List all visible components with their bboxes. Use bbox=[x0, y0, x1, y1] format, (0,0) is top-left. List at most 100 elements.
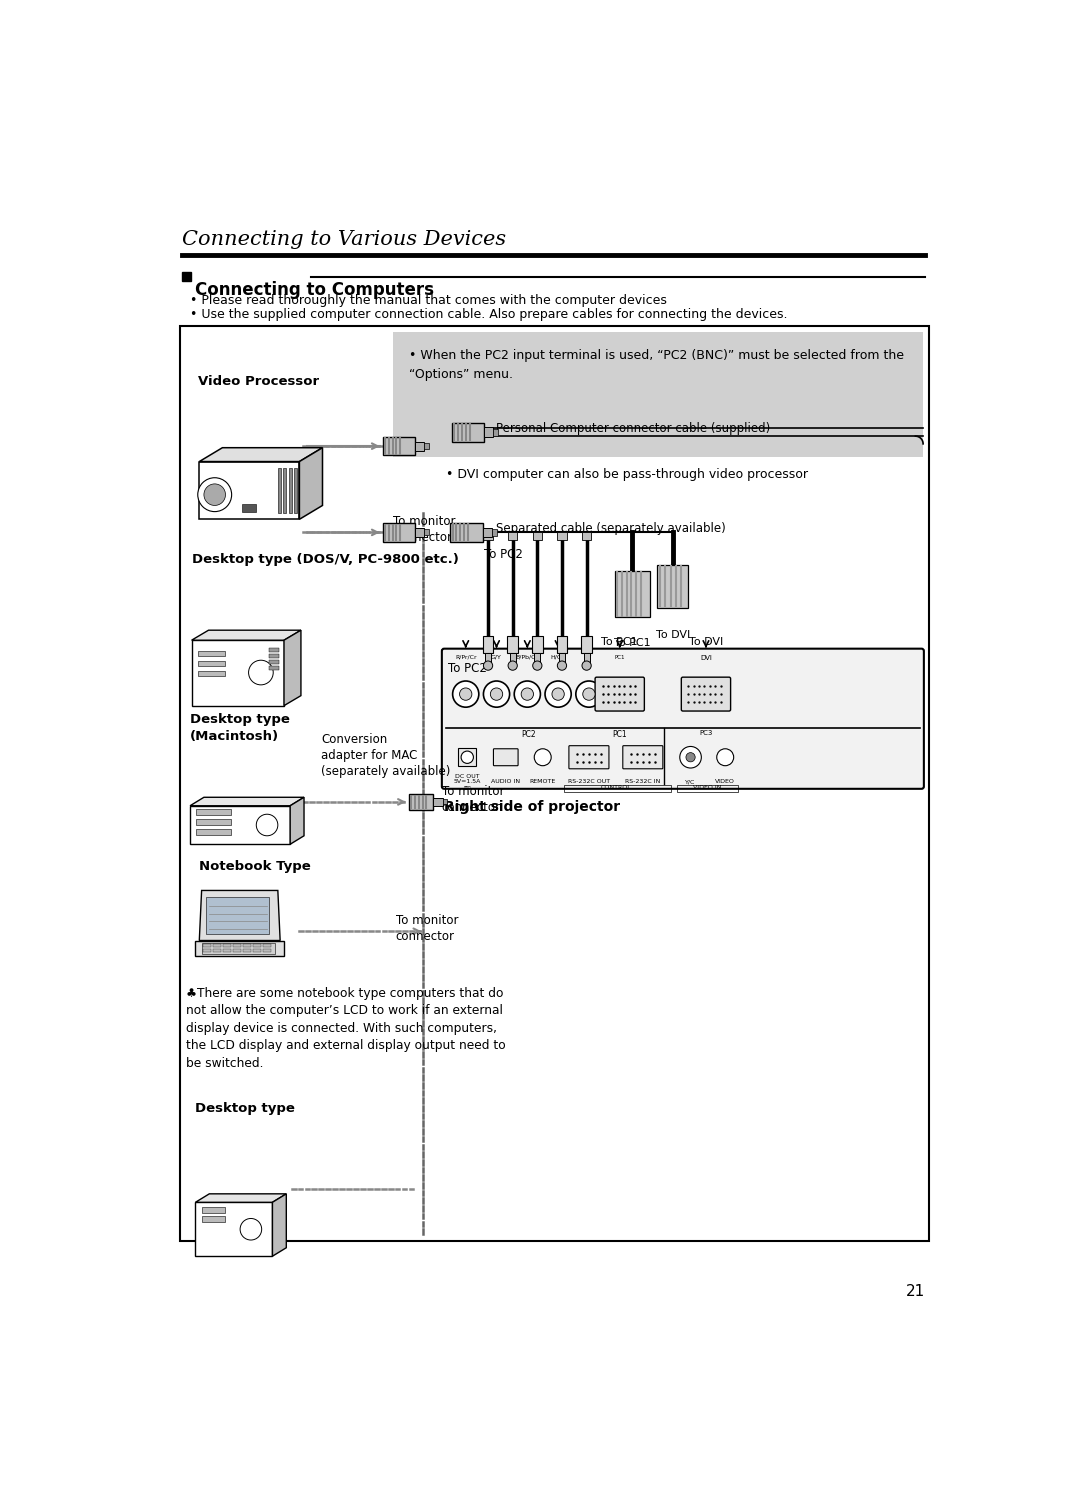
Circle shape bbox=[256, 814, 278, 836]
Circle shape bbox=[582, 661, 591, 670]
Text: DVI: DVI bbox=[700, 655, 712, 661]
Circle shape bbox=[198, 478, 231, 512]
Text: Video Processor: Video Processor bbox=[198, 374, 319, 388]
Text: To PC1: To PC1 bbox=[602, 637, 638, 647]
Bar bbox=[583, 652, 590, 664]
Text: Desktop type: Desktop type bbox=[195, 1102, 295, 1115]
Bar bbox=[532, 637, 543, 653]
Bar bbox=[508, 637, 518, 653]
Bar bbox=[224, 949, 231, 952]
Polygon shape bbox=[190, 797, 305, 806]
Bar bbox=[415, 527, 424, 538]
FancyBboxPatch shape bbox=[623, 745, 663, 769]
Circle shape bbox=[583, 688, 595, 701]
FancyBboxPatch shape bbox=[494, 748, 518, 766]
Text: RS-232C OUT: RS-232C OUT bbox=[568, 780, 610, 784]
Circle shape bbox=[514, 682, 540, 707]
Bar bbox=[198, 650, 225, 656]
Circle shape bbox=[679, 747, 701, 768]
Bar bbox=[510, 652, 516, 664]
Bar bbox=[288, 468, 292, 514]
Text: Connecting to Various Devices: Connecting to Various Devices bbox=[183, 230, 507, 249]
Bar bbox=[415, 441, 424, 451]
Bar bbox=[264, 949, 271, 952]
Bar bbox=[393, 333, 923, 457]
Bar bbox=[581, 637, 592, 653]
Text: Separated cable (separately available): Separated cable (separately available) bbox=[496, 523, 726, 536]
Text: B/Pb/Cs: B/Pb/Cs bbox=[515, 655, 539, 659]
Bar bbox=[200, 462, 299, 520]
Text: Connecting to Computers: Connecting to Computers bbox=[195, 281, 434, 298]
Text: To PC2: To PC2 bbox=[484, 548, 523, 561]
Bar bbox=[450, 523, 483, 542]
Bar bbox=[183, 272, 191, 281]
Text: VIDEO IN: VIDEO IN bbox=[693, 786, 721, 790]
Bar bbox=[658, 564, 688, 607]
Bar bbox=[197, 809, 231, 815]
Bar bbox=[564, 786, 672, 792]
Circle shape bbox=[545, 682, 571, 707]
Text: AUDIO IN: AUDIO IN bbox=[491, 780, 521, 784]
Text: Personal Computer connector cable (supplied): Personal Computer connector cable (suppl… bbox=[496, 422, 770, 435]
Text: Desktop type
(Macintosh): Desktop type (Macintosh) bbox=[190, 713, 289, 744]
Polygon shape bbox=[272, 1194, 286, 1256]
Bar bbox=[557, 533, 567, 541]
Circle shape bbox=[686, 753, 696, 762]
Text: R/Pr/Cr: R/Pr/Cr bbox=[455, 655, 476, 659]
Bar bbox=[191, 640, 284, 705]
Bar bbox=[264, 944, 271, 947]
FancyBboxPatch shape bbox=[569, 745, 609, 769]
Bar bbox=[582, 533, 591, 541]
Bar bbox=[535, 652, 540, 664]
Bar bbox=[532, 533, 542, 541]
Circle shape bbox=[552, 688, 564, 701]
Text: To monitor
connector: To monitor connector bbox=[393, 515, 456, 545]
Circle shape bbox=[717, 748, 733, 766]
Circle shape bbox=[532, 661, 542, 670]
Bar bbox=[269, 647, 280, 652]
Text: V: V bbox=[586, 655, 591, 659]
Polygon shape bbox=[200, 447, 323, 462]
Text: PC1: PC1 bbox=[612, 731, 627, 740]
Text: To PC2: To PC2 bbox=[448, 662, 487, 674]
Bar bbox=[556, 637, 567, 653]
Bar bbox=[198, 671, 225, 676]
Text: PC2: PC2 bbox=[522, 731, 536, 740]
Bar bbox=[180, 327, 929, 1241]
Bar bbox=[243, 944, 251, 947]
Bar bbox=[484, 533, 492, 541]
Bar bbox=[253, 944, 261, 947]
Bar bbox=[197, 818, 231, 826]
Text: • DVI computer can also be pass-through video processor: • DVI computer can also be pass-through … bbox=[446, 468, 808, 481]
Text: Right side of projector: Right side of projector bbox=[444, 800, 620, 814]
Bar bbox=[224, 944, 231, 947]
Circle shape bbox=[522, 688, 534, 701]
Bar bbox=[195, 940, 284, 956]
Text: PC3: PC3 bbox=[699, 731, 713, 737]
Text: VIDEO: VIDEO bbox=[715, 780, 735, 784]
Bar bbox=[491, 529, 497, 536]
Bar bbox=[458, 748, 476, 766]
Bar bbox=[558, 652, 565, 664]
Bar bbox=[451, 423, 484, 443]
Circle shape bbox=[460, 688, 472, 701]
Circle shape bbox=[240, 1219, 261, 1240]
Bar bbox=[443, 799, 447, 805]
Text: Desktop type (DOS/V, PC-9800 etc.): Desktop type (DOS/V, PC-9800 etc.) bbox=[191, 554, 459, 566]
Circle shape bbox=[535, 748, 551, 766]
Bar bbox=[206, 897, 269, 934]
Bar bbox=[283, 468, 286, 514]
Text: PC1: PC1 bbox=[615, 655, 625, 659]
Polygon shape bbox=[284, 630, 301, 705]
Bar bbox=[253, 949, 261, 952]
Circle shape bbox=[484, 661, 492, 670]
Bar bbox=[677, 786, 739, 792]
Text: To monitor
connector: To monitor connector bbox=[442, 786, 504, 814]
Bar bbox=[483, 637, 494, 653]
Bar bbox=[202, 1207, 225, 1213]
FancyBboxPatch shape bbox=[442, 649, 923, 789]
Bar bbox=[382, 523, 415, 542]
Bar bbox=[294, 468, 297, 514]
Polygon shape bbox=[291, 797, 305, 845]
Bar bbox=[213, 949, 220, 952]
